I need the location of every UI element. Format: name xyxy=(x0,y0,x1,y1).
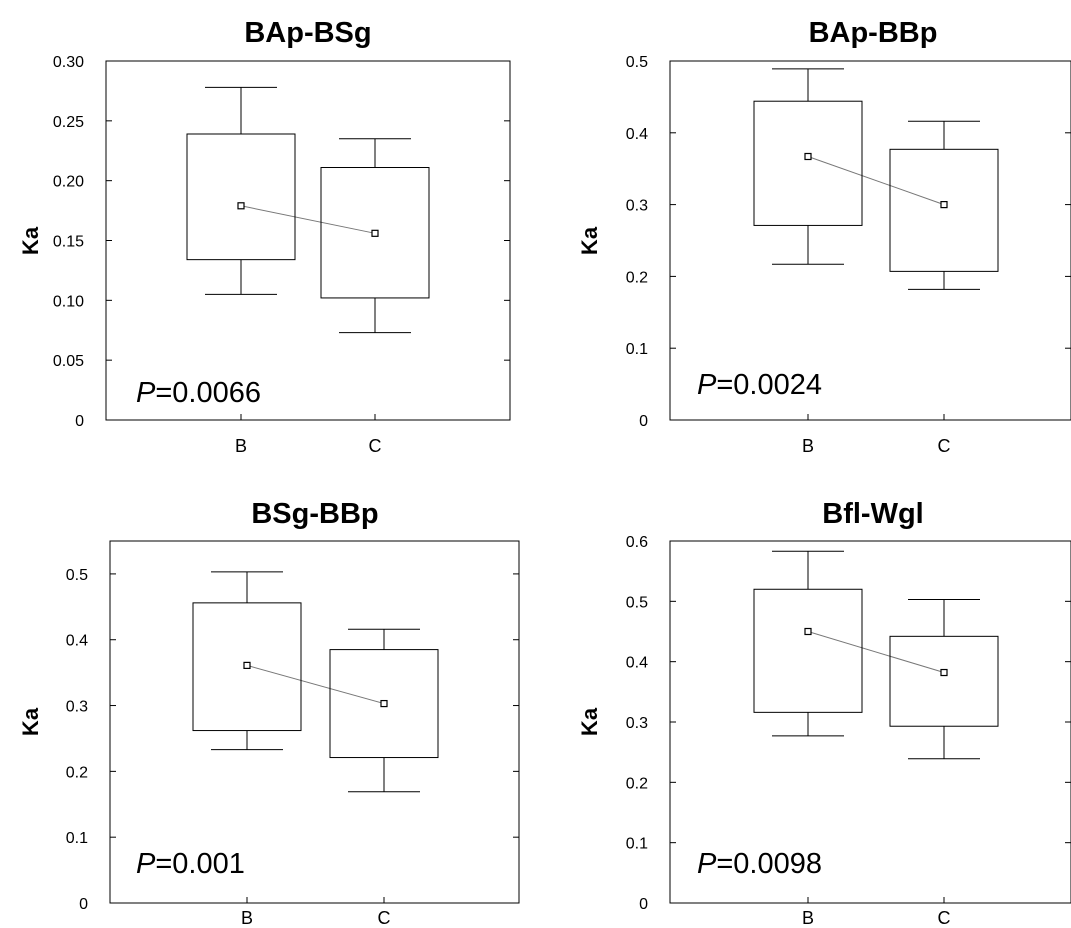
box-C xyxy=(329,628,439,793)
chart-panel-2: BAp-BBp Ka 0 0.1 0.2 0.3 0.4 0.5 B C P=0.0024 xyxy=(577,17,1071,456)
box-B xyxy=(753,550,863,737)
p-value-annotation: P=0.001 xyxy=(136,848,245,880)
p-value-annotation: P=0.0098 xyxy=(697,848,822,880)
box-body xyxy=(753,100,863,226)
p-value-symbol: P xyxy=(136,377,156,409)
x-tick-label: B xyxy=(802,436,814,456)
center-marker xyxy=(940,668,948,677)
plot-frame xyxy=(109,540,520,904)
y-tick-label: 0.25 xyxy=(53,114,84,131)
x-tick-label: C xyxy=(369,436,382,456)
x-tick-label: B xyxy=(802,908,814,928)
box-body xyxy=(320,167,430,299)
box-body xyxy=(329,649,439,759)
y-tick-label: 0 xyxy=(639,413,648,430)
p-value-number: =0.0098 xyxy=(716,848,822,880)
center-marker xyxy=(243,661,251,669)
y-axis-label: Ka xyxy=(18,707,43,736)
p-value-symbol: P xyxy=(136,848,156,880)
center-marker xyxy=(380,699,388,708)
box-C xyxy=(889,599,999,760)
center-connector-line xyxy=(807,631,945,674)
y-tick-label: 0.1 xyxy=(66,830,88,847)
y-axis-label: Ka xyxy=(18,226,43,255)
x-tick-label: B xyxy=(241,908,253,928)
y-tick-label: 0 xyxy=(639,896,648,913)
y-tick-label: 0 xyxy=(75,413,84,430)
y-axis-label: Ka xyxy=(577,707,602,736)
box-B xyxy=(753,68,863,265)
p-value-number: =0.0024 xyxy=(716,369,822,401)
y-tick-label: 0.2 xyxy=(626,269,648,286)
box-body xyxy=(889,635,999,727)
y-tick-label: 0.30 xyxy=(53,54,84,71)
box-C xyxy=(320,138,430,334)
y-tick-label: 0.15 xyxy=(53,234,84,251)
chart-title: BSg-BBp xyxy=(251,498,378,530)
box-B xyxy=(192,571,302,751)
y-tick-label: 0.10 xyxy=(53,293,84,310)
y-tick-label: 0.3 xyxy=(626,715,648,732)
y-tick-label: 0.4 xyxy=(626,126,648,143)
p-value-symbol: P xyxy=(697,848,717,880)
y-tick-label: 0.6 xyxy=(626,534,648,551)
p-value-symbol: P xyxy=(697,369,717,401)
y-tick-label: 0.2 xyxy=(626,775,648,792)
plot-frame xyxy=(669,60,1071,421)
y-tick-label: 0.4 xyxy=(66,633,88,650)
y-tick-label: 0.4 xyxy=(626,655,648,672)
y-tick-label: 0.1 xyxy=(626,341,648,358)
box-C xyxy=(889,120,999,290)
y-tick-label: 0.5 xyxy=(626,54,648,71)
chart-title: Bfl-Wgl xyxy=(822,498,923,530)
y-tick-label: 0.5 xyxy=(626,594,648,611)
x-tick-label: B xyxy=(235,436,247,456)
plot-frame xyxy=(105,60,511,421)
box-body xyxy=(889,148,999,272)
p-value-annotation: P=0.0024 xyxy=(697,369,822,401)
y-tick-label: 0.3 xyxy=(626,198,648,215)
box-body xyxy=(186,133,296,261)
center-connector-line xyxy=(246,664,385,705)
p-value-number: =0.0066 xyxy=(155,377,261,409)
y-tick-label: 0.20 xyxy=(53,174,84,191)
p-value-number: =0.001 xyxy=(155,848,245,880)
y-tick-label: 0.2 xyxy=(66,764,88,781)
y-tick-label: 0 xyxy=(79,896,88,913)
box-body xyxy=(753,588,863,713)
center-marker xyxy=(371,229,379,237)
center-marker xyxy=(804,152,812,161)
chart-panel-3: BSg-BBp Ka 0 0.1 0.2 0.3 0.4 0.5 B C P=0.001 xyxy=(18,498,520,928)
center-connector-line xyxy=(807,156,945,206)
y-axis-label: Ka xyxy=(577,226,602,255)
center-connector-line xyxy=(240,205,376,234)
y-tick-label: 0.05 xyxy=(53,353,84,370)
center-marker xyxy=(940,201,948,209)
chart-title: BAp-BBp xyxy=(809,17,938,49)
x-tick-label: C xyxy=(938,436,951,456)
y-tick-label: 0.5 xyxy=(66,567,88,584)
box-body xyxy=(192,602,302,732)
x-tick-label: C xyxy=(938,908,951,928)
center-marker xyxy=(804,627,812,636)
p-value-annotation: P=0.0066 xyxy=(136,377,261,409)
x-tick-label: C xyxy=(378,908,391,928)
y-tick-label: 0.3 xyxy=(66,699,88,716)
y-tick-label: 0.1 xyxy=(626,836,648,853)
chart-panel-4: Bfl-Wgl Ka 0 0.1 0.2 0.3 0.4 0.5 0.6 B C P=0.0098 xyxy=(577,498,1071,928)
chart-title: BAp-BSg xyxy=(244,17,371,49)
center-marker xyxy=(237,202,245,210)
chart-panel-1: BAp-BSg Ka 0 0.05 0.10 0.15 0.20 0.25 0.30 B C P=0.… xyxy=(18,17,511,456)
box-B xyxy=(186,86,296,295)
